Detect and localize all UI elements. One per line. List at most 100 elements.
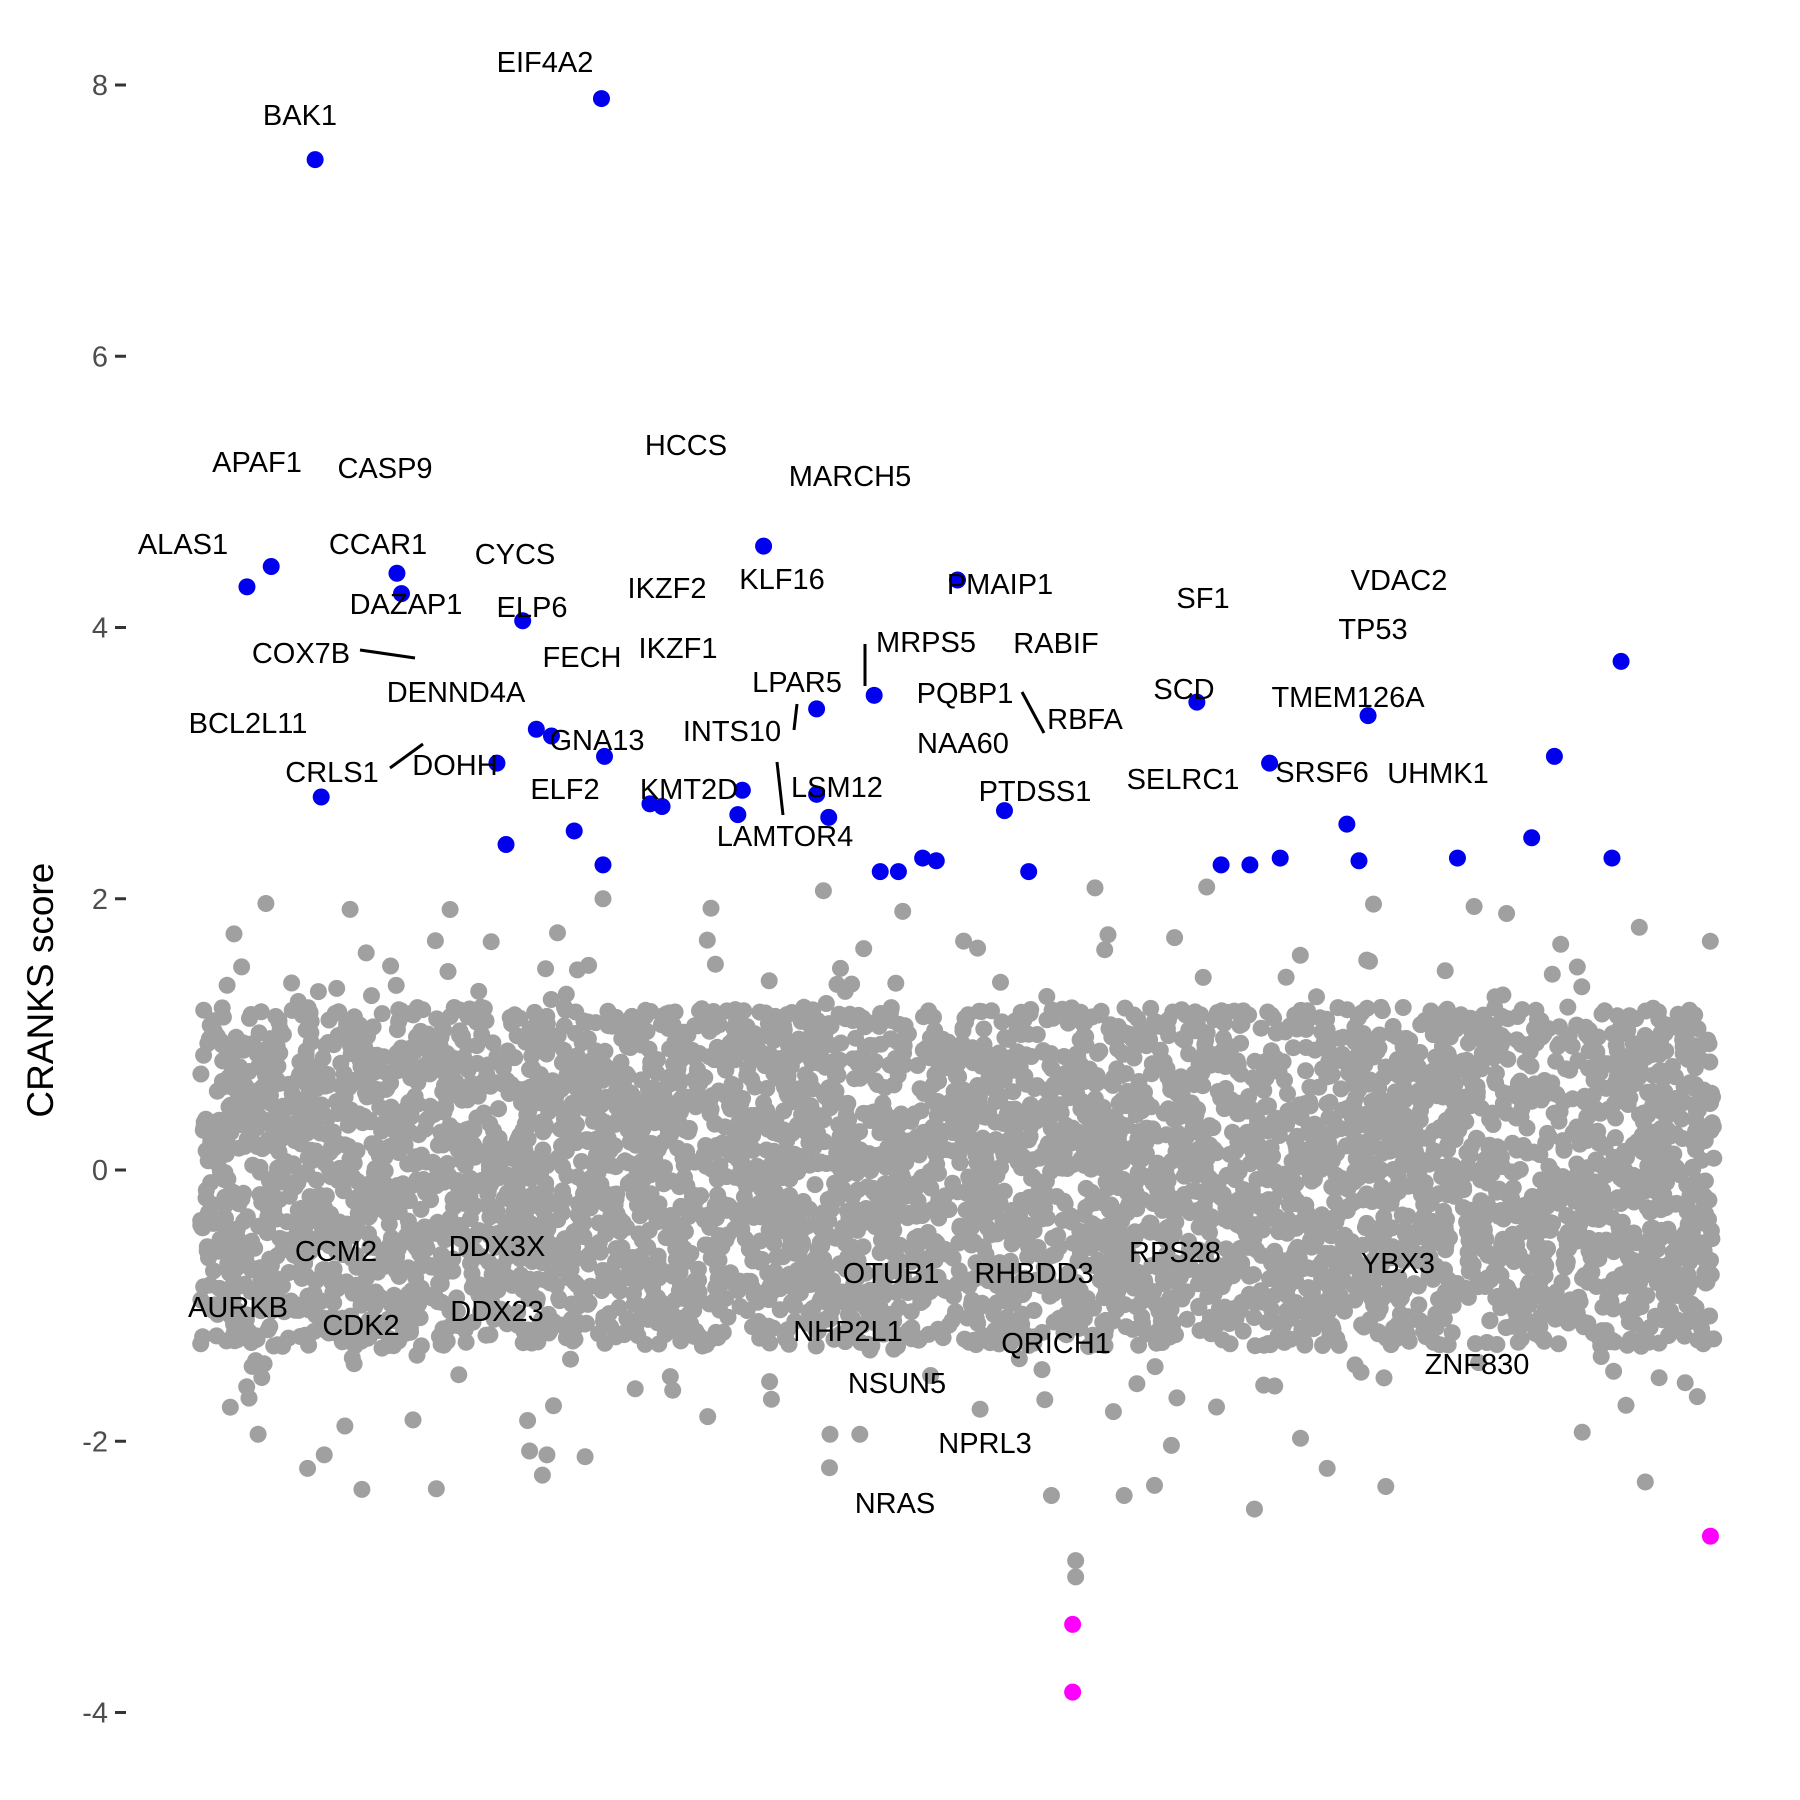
background-point [1410, 1177, 1428, 1195]
background-point [1427, 1257, 1445, 1275]
background-point [1541, 1221, 1559, 1239]
background-point [1355, 1318, 1373, 1336]
background-point [1201, 1136, 1219, 1154]
background-point [1390, 1291, 1408, 1309]
background-point [1121, 1255, 1138, 1273]
background-point [1095, 1222, 1113, 1240]
background-point [553, 1204, 571, 1222]
background-point [1633, 1126, 1651, 1144]
background-point [1425, 1144, 1443, 1162]
background-point [205, 1012, 223, 1030]
background-point [1371, 1026, 1388, 1044]
background-point [1168, 1389, 1186, 1407]
background-point [1088, 1067, 1106, 1085]
background-point [592, 1175, 610, 1193]
background-point [479, 1178, 497, 1196]
background-point [639, 1310, 657, 1328]
background-point [363, 987, 380, 1005]
background-point [1296, 1334, 1314, 1351]
background-point [532, 1017, 549, 1035]
background-point [218, 976, 236, 994]
background-point [844, 1323, 862, 1341]
background-point [1292, 1215, 1310, 1232]
background-point [955, 932, 973, 950]
background-point [821, 1459, 838, 1477]
background-point [434, 1329, 452, 1347]
background-point [521, 1442, 539, 1460]
background-point [621, 1133, 639, 1151]
background-point [1400, 1332, 1418, 1350]
background-point [1674, 1031, 1692, 1049]
background-point [615, 1326, 633, 1344]
background-point [831, 1051, 849, 1069]
background-point [243, 1232, 261, 1250]
background-point [831, 1127, 849, 1145]
background-point [1279, 1102, 1297, 1120]
background-point [1069, 1252, 1087, 1270]
background-point [1325, 1122, 1343, 1140]
background-point [1292, 1155, 1310, 1173]
background-point [1041, 1081, 1059, 1099]
background-point [1164, 1197, 1182, 1214]
background-point [285, 1246, 303, 1264]
background-point [851, 1425, 869, 1443]
background-point [1560, 1314, 1577, 1332]
background-point [1312, 1254, 1330, 1272]
background-point [370, 1139, 388, 1157]
background-point [1522, 1057, 1540, 1075]
background-point [1304, 1233, 1321, 1251]
background-point [697, 1336, 715, 1354]
background-point [479, 1149, 497, 1167]
background-point [1336, 1302, 1353, 1320]
background-point [1193, 1064, 1211, 1082]
background-point [851, 1123, 869, 1141]
background-point [821, 1425, 839, 1443]
background-point [608, 1205, 626, 1223]
background-point [1096, 941, 1114, 959]
background-point [1535, 1254, 1553, 1272]
background-point [619, 1154, 637, 1172]
background-point [482, 1077, 499, 1095]
background-point [926, 1251, 944, 1269]
background-point [465, 1274, 483, 1292]
background-point [426, 932, 444, 950]
background-point [1655, 1285, 1673, 1303]
background-point [539, 1191, 557, 1209]
background-point [1172, 1068, 1190, 1086]
background-point [1560, 1240, 1578, 1257]
background-point [1280, 1308, 1298, 1325]
background-point [1579, 1107, 1597, 1125]
background-point [251, 1259, 269, 1277]
background-point [1154, 1309, 1172, 1327]
background-point [254, 1279, 272, 1297]
background-point [777, 1329, 794, 1346]
background-point [547, 1087, 565, 1105]
background-point [202, 1174, 220, 1192]
background-point [912, 1102, 930, 1120]
background-point [1180, 1232, 1198, 1250]
background-point [233, 958, 251, 976]
background-point [1425, 1122, 1443, 1140]
background-point [250, 1024, 268, 1042]
background-point [1500, 1198, 1518, 1216]
background-point [1569, 1165, 1587, 1183]
background-point [247, 1352, 265, 1370]
background-point [262, 1094, 280, 1112]
background-point [1082, 1239, 1100, 1256]
background-point [1481, 1043, 1498, 1061]
background-point [698, 931, 716, 949]
background-point [717, 1061, 734, 1079]
background-point [1346, 1356, 1364, 1374]
background-point [278, 1213, 296, 1231]
background-point [1176, 1146, 1194, 1164]
background-point [352, 1296, 370, 1314]
background-point [1463, 1023, 1481, 1041]
background-point [1167, 1326, 1184, 1344]
background-point [619, 1175, 637, 1193]
background-point [1589, 1028, 1607, 1046]
background-point [1158, 1060, 1176, 1078]
background-point [1516, 1253, 1534, 1271]
background-point [304, 1059, 322, 1077]
background-point [886, 1258, 904, 1276]
background-point [1692, 1051, 1710, 1069]
